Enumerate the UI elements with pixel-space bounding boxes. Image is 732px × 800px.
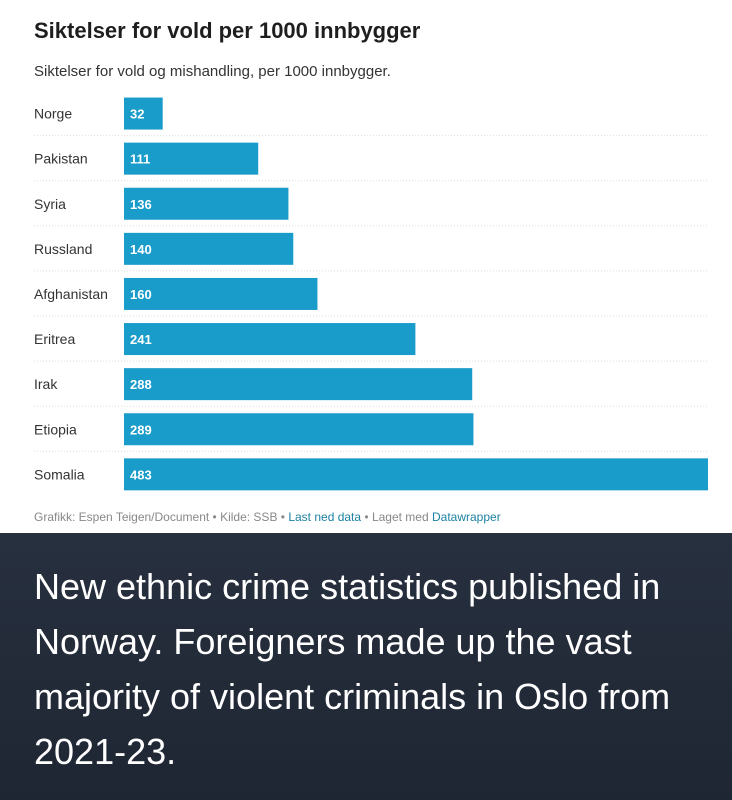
bar [124,368,473,401]
value-label: 160 [130,287,152,302]
bar [124,323,416,356]
made-with-text: Laget med [371,510,432,524]
chart-card: Siktelser for vold per 1000 innbygger Si… [0,0,732,533]
bar [124,142,259,175]
value-label: 288 [130,377,152,392]
value-label: 111 [130,152,150,167]
caption-text: New ethnic crime statistics published in… [34,566,671,772]
source-text: Kilde: SSB [220,510,278,524]
chart-title: Siktelser for vold per 1000 innbygger [34,18,421,43]
chart-subtitle: Siktelser for vold og mishandling, per 1… [34,63,391,80]
category-label: Syria [34,196,66,212]
bar [124,97,163,130]
bar [124,232,294,265]
download-data-link[interactable]: Last ned data [288,510,362,524]
value-label: 136 [130,197,152,212]
chart-footer: Grafikk: Espen Teigen/Document • Kilde: … [34,510,501,524]
bar-chart: Norge 32 Pakistan 111 Syria 136 Russland 140 Afg… [34,97,708,491]
bar [124,187,289,220]
bar [124,458,708,491]
separator: • [209,510,221,524]
value-label: 483 [130,467,152,482]
credit-text: Grafikk: Espen Teigen/Document [34,510,210,524]
category-label: Afghanistan [34,286,108,302]
category-label: Irak [34,376,58,392]
bar [124,413,474,446]
separator: • [361,510,372,524]
value-label: 241 [130,332,152,347]
category-label: Russland [34,241,92,257]
separator: • [277,510,289,524]
category-label: Pakistan [34,151,88,167]
value-label: 32 [130,107,144,122]
value-label: 289 [130,422,152,437]
category-label: Somalia [34,466,85,482]
category-label: Norge [34,106,72,122]
category-label: Eritrea [34,331,75,347]
value-label: 140 [130,242,152,257]
datawrapper-link[interactable]: Datawrapper [431,510,501,524]
bar [124,277,318,310]
category-label: Etiopia [34,421,77,437]
caption-panel: New ethnic crime statistics published in… [0,533,732,800]
